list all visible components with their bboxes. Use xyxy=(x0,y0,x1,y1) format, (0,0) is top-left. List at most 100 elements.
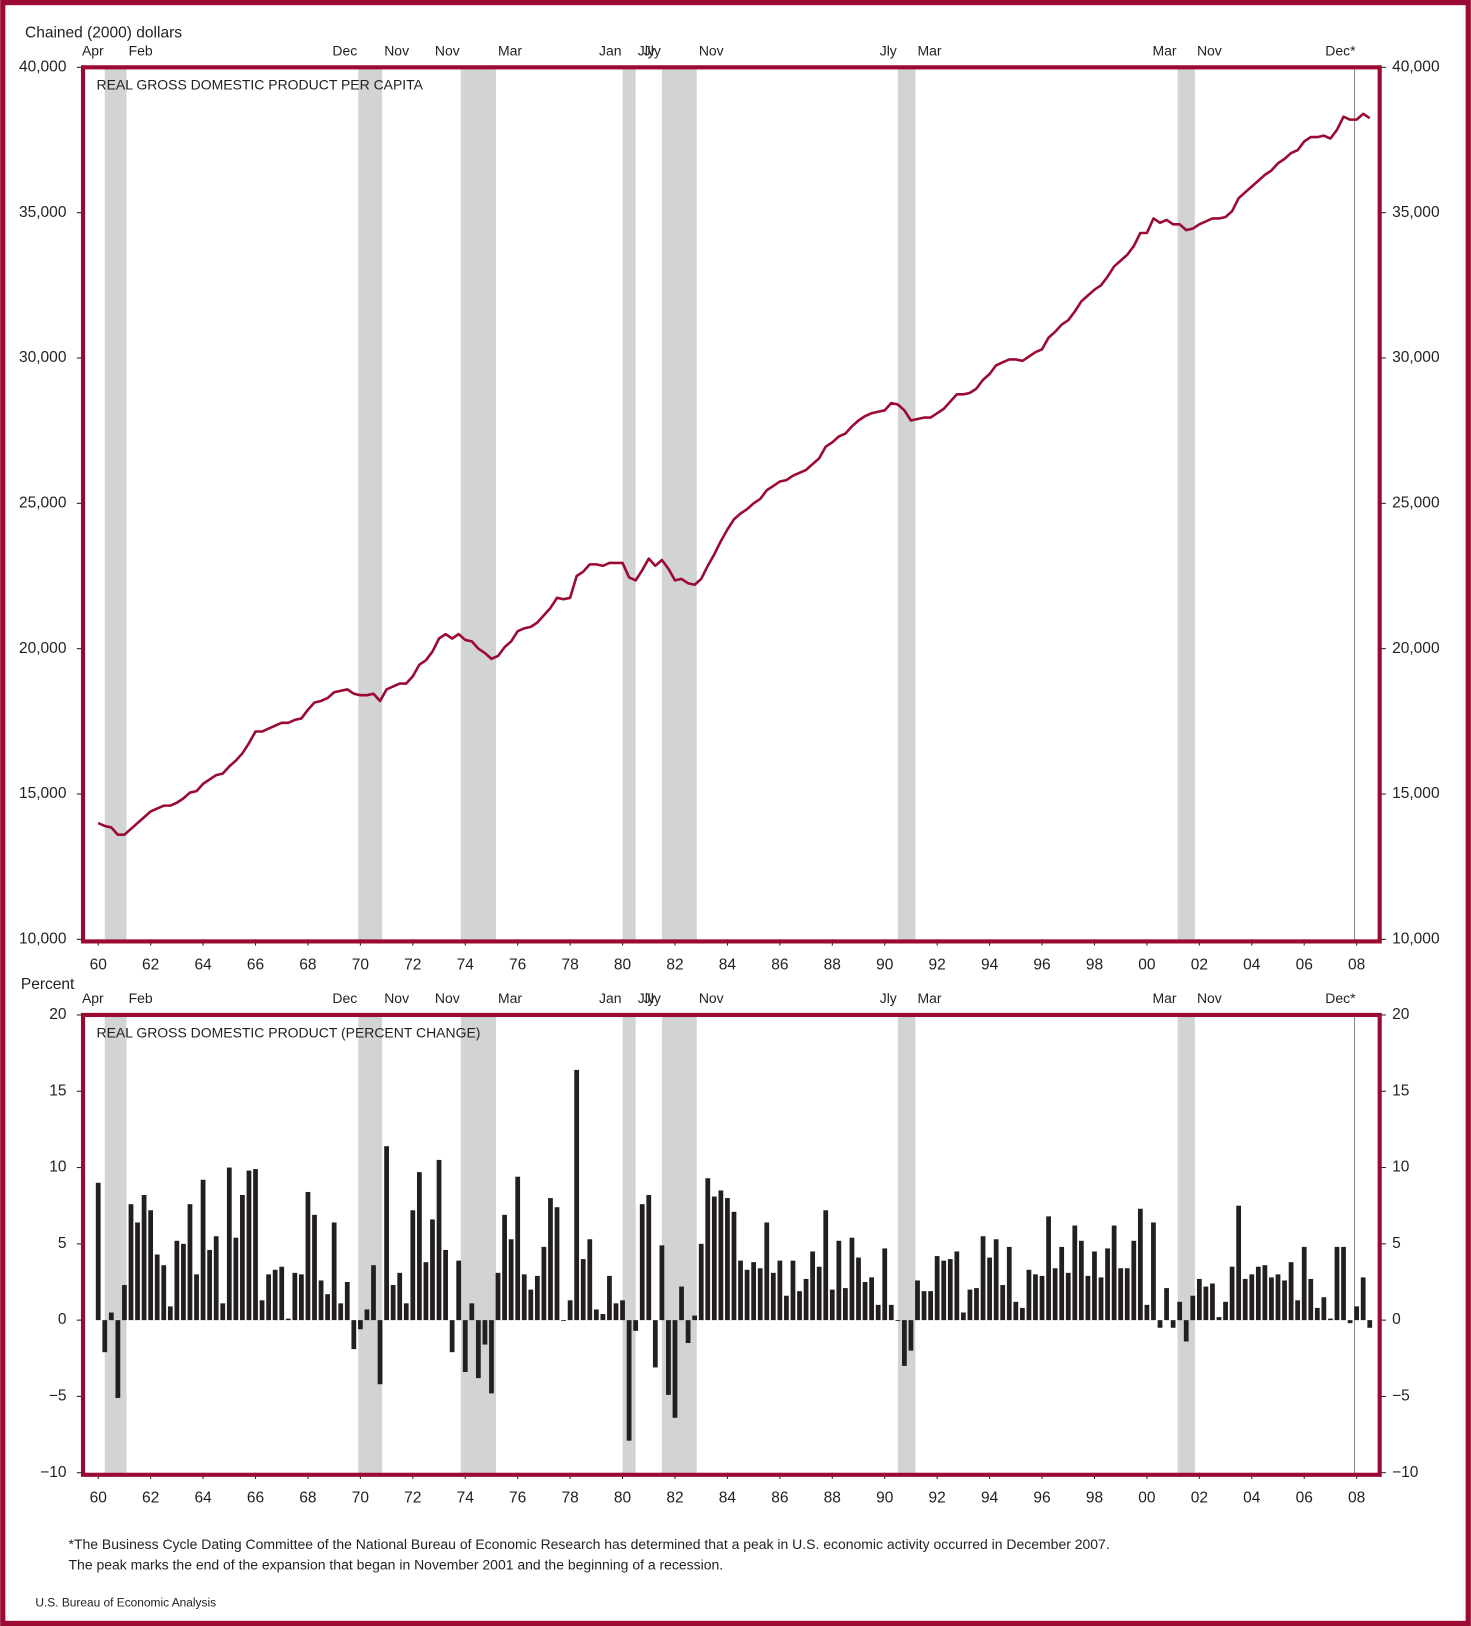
recession-label: Nov xyxy=(699,990,724,1006)
recession-label: Jly xyxy=(880,990,897,1006)
recession-label: Mar xyxy=(917,42,941,58)
x-tick-label: 94 xyxy=(981,956,999,973)
bar xyxy=(960,1312,966,1321)
bar xyxy=(639,1204,645,1321)
y-tick-label: 25,000 xyxy=(1392,494,1440,511)
bar xyxy=(849,1237,855,1321)
recession-label: Apr xyxy=(82,990,104,1006)
recession-band xyxy=(104,67,127,940)
bar xyxy=(1131,1240,1137,1321)
recession-label: Dec* xyxy=(1325,990,1356,1006)
bar xyxy=(967,1289,973,1321)
bar xyxy=(1255,1266,1261,1321)
bar xyxy=(561,1320,566,1321)
recession-label: Nov xyxy=(384,42,409,58)
x-tick-label: 88 xyxy=(824,956,841,973)
bar xyxy=(1308,1278,1314,1321)
bar xyxy=(1242,1278,1248,1321)
bar xyxy=(1347,1320,1353,1324)
y-tick-label: 30,000 xyxy=(19,349,67,366)
bar xyxy=(856,1257,861,1321)
bar xyxy=(148,1210,154,1321)
bar xyxy=(1157,1320,1163,1328)
bar xyxy=(213,1236,219,1321)
y-tick-label: 20 xyxy=(1392,1006,1410,1023)
bar xyxy=(1269,1277,1274,1321)
bar xyxy=(567,1300,573,1321)
y-tick-label: 15 xyxy=(1392,1082,1409,1099)
bar xyxy=(928,1291,933,1321)
bar xyxy=(1236,1205,1242,1321)
x-tick-label: 82 xyxy=(666,1490,683,1507)
x-tick-label: 04 xyxy=(1243,956,1261,973)
bar xyxy=(181,1243,186,1321)
x-tick-label: 96 xyxy=(1033,1490,1050,1507)
recession-band xyxy=(897,67,916,940)
bar xyxy=(934,1256,940,1321)
bar xyxy=(652,1320,658,1368)
bar xyxy=(1164,1288,1169,1321)
bar xyxy=(646,1195,652,1321)
recession-band xyxy=(622,1014,636,1473)
bar xyxy=(534,1275,540,1321)
bar xyxy=(469,1303,475,1321)
bar xyxy=(823,1210,829,1321)
bar xyxy=(954,1251,960,1321)
bar xyxy=(305,1191,311,1321)
bar xyxy=(633,1320,639,1331)
bar xyxy=(240,1195,245,1321)
bar xyxy=(135,1222,140,1321)
x-tick-label: 90 xyxy=(876,1490,894,1507)
bar xyxy=(915,1280,920,1321)
bar xyxy=(666,1320,671,1395)
bar xyxy=(1006,1246,1012,1321)
y-tick-label: 10 xyxy=(49,1159,67,1176)
bar xyxy=(200,1179,206,1321)
bar xyxy=(1360,1277,1366,1321)
bar xyxy=(1190,1295,1196,1321)
bar xyxy=(1065,1272,1071,1321)
bar xyxy=(1046,1216,1051,1321)
bar xyxy=(482,1320,488,1345)
x-tick-label: 96 xyxy=(1033,956,1050,973)
bar xyxy=(862,1281,868,1321)
y-tick-label: 15,000 xyxy=(19,785,67,802)
bar xyxy=(377,1320,383,1385)
bar xyxy=(403,1303,409,1321)
recession-label: Nov xyxy=(384,990,409,1006)
plot-frame xyxy=(80,1012,1382,1477)
bar xyxy=(285,1318,291,1321)
y-tick-label: 40,000 xyxy=(19,58,67,75)
bar xyxy=(1144,1304,1150,1321)
bar xyxy=(810,1251,816,1321)
recession-label: Dec xyxy=(332,42,357,58)
x-tick-label: 60 xyxy=(90,1490,108,1507)
recession-label: Dec xyxy=(332,990,357,1006)
y-tick-label: −10 xyxy=(1392,1464,1419,1481)
bar xyxy=(384,1146,389,1321)
bar xyxy=(843,1288,848,1321)
bar xyxy=(416,1172,422,1321)
bar xyxy=(757,1268,763,1321)
y-tick-label: 40,000 xyxy=(1392,58,1440,75)
y-tick-label: 0 xyxy=(1392,1311,1401,1328)
recession-label: Mar xyxy=(917,990,941,1006)
bar xyxy=(502,1214,507,1321)
bar xyxy=(987,1257,992,1321)
y-tick-label: 20,000 xyxy=(1392,640,1440,657)
bar xyxy=(908,1320,914,1351)
recession-band xyxy=(104,1014,127,1473)
x-tick-label: 74 xyxy=(457,1490,475,1507)
bar xyxy=(1098,1277,1104,1321)
bar xyxy=(1321,1297,1327,1321)
bar xyxy=(1052,1268,1058,1321)
footnote: The peak marks the end of the expansion … xyxy=(69,1557,724,1573)
bar xyxy=(102,1320,108,1353)
bar xyxy=(423,1262,429,1321)
x-tick-label: 68 xyxy=(299,1490,316,1507)
bar xyxy=(1026,1269,1032,1321)
bar xyxy=(397,1272,403,1321)
recession-label: Jly xyxy=(644,990,661,1006)
